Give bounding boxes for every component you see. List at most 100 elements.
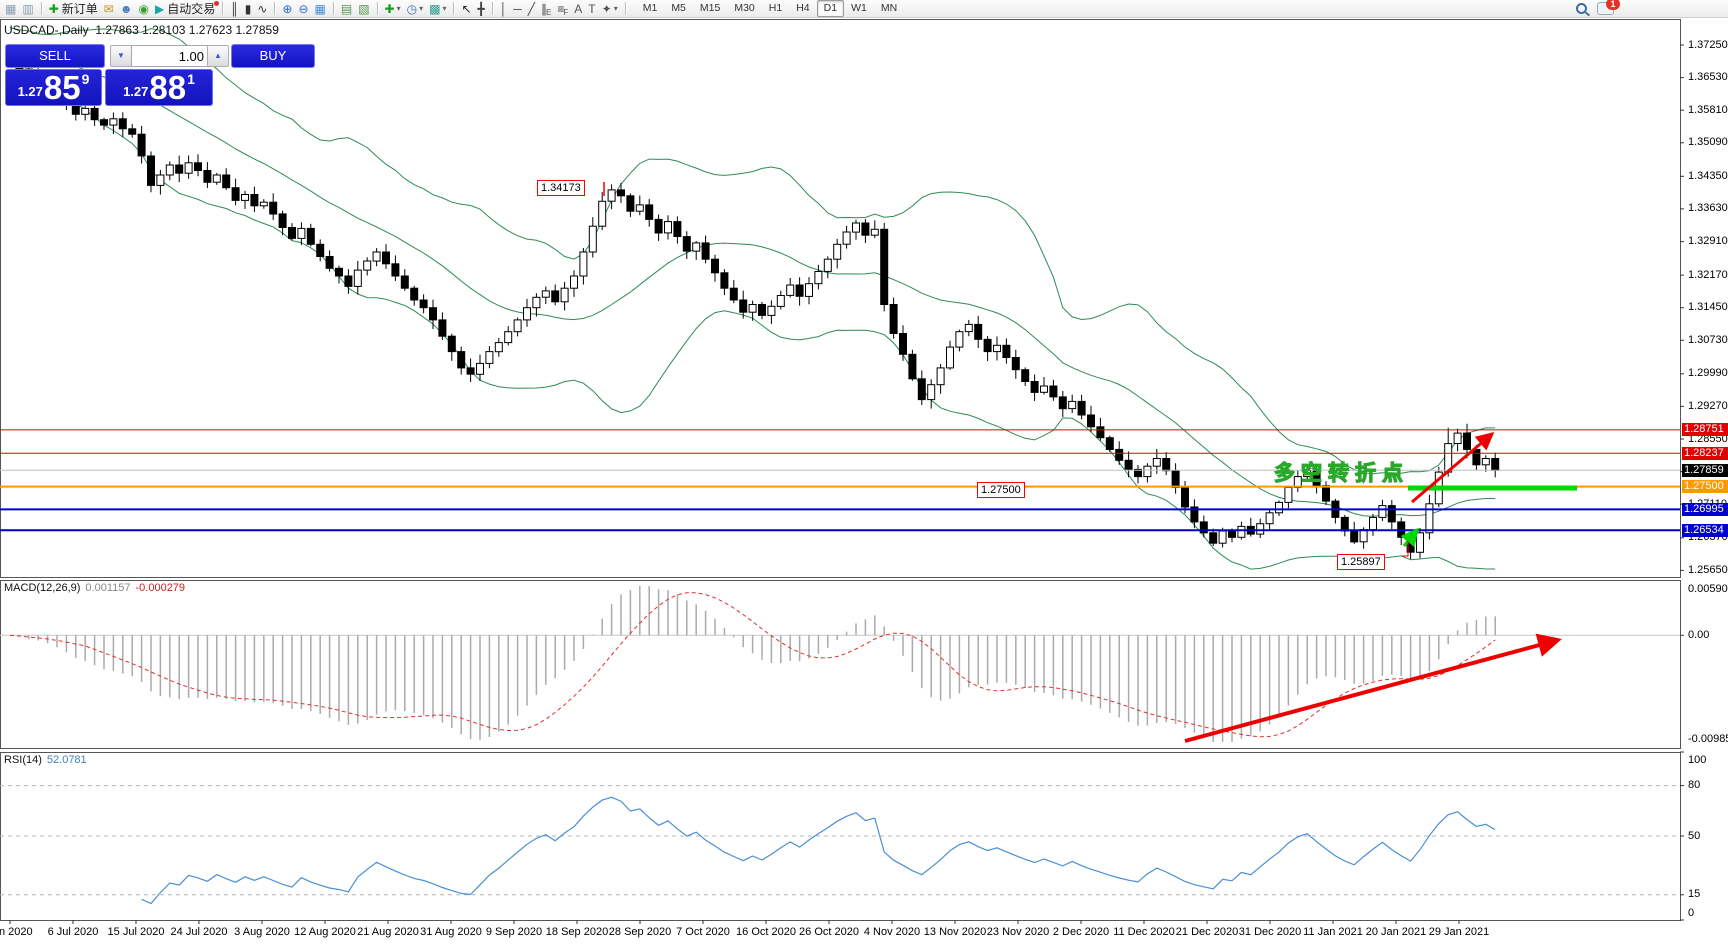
period-button[interactable]: ◷ ▾ — [406, 1, 424, 16]
candle — [1096, 426, 1105, 439]
timeframe-m5-button[interactable]: M5 — [671, 2, 686, 14]
volume-input[interactable] — [131, 45, 209, 67]
vertical-line-button[interactable]: │ — [497, 1, 511, 17]
chart-window-button[interactable]: ▦ — [2, 1, 19, 17]
candle — [1152, 458, 1161, 467]
candle — [946, 346, 954, 369]
template-button[interactable]: ▩ ▾ — [429, 1, 447, 16]
candlestick-chart-button[interactable]: ▮ — [242, 1, 255, 17]
candle — [1011, 357, 1020, 371]
cursor-icon: ↖ — [461, 1, 472, 16]
candle — [899, 333, 907, 355]
volume-decrease-button[interactable]: ▼ — [110, 45, 132, 67]
timeframe-h4-button[interactable]: H4 — [796, 2, 810, 14]
autotrading-label: 自动交易 — [167, 2, 216, 16]
timeframe-m1-button[interactable]: M1 — [642, 2, 658, 14]
turning-point-note[interactable]: 多空转折点 — [1273, 461, 1409, 485]
candle — [823, 258, 832, 272]
candle — [673, 221, 682, 238]
candle — [523, 307, 531, 321]
candle — [739, 299, 748, 313]
price-annotation-low[interactable]: 1.25897 — [1337, 554, 1385, 570]
candle — [137, 133, 146, 157]
candle — [842, 231, 851, 245]
candle — [1181, 487, 1189, 508]
cursor-button[interactable]: ↖ — [458, 1, 474, 17]
rsi-indicator-label: RSI(14) 52.0781 — [4, 754, 87, 766]
new-chart-icon: ✚ — [384, 1, 395, 16]
candle — [1021, 369, 1030, 383]
zoom-out-button[interactable]: ⊖ — [295, 1, 311, 17]
buy-button[interactable]: BUY — [231, 44, 315, 68]
fibonacci-button[interactable]: ≡ F — [557, 1, 569, 17]
candle — [1265, 512, 1274, 525]
candle — [1472, 448, 1481, 466]
objects-list-button[interactable]: ▧ — [355, 1, 372, 17]
trendline-button[interactable]: ╱ — [525, 1, 538, 17]
sell-button[interactable]: SELL — [5, 44, 105, 68]
volume-increase-button[interactable]: ▲ — [207, 45, 229, 67]
candle — [1190, 506, 1199, 523]
candle — [964, 323, 973, 333]
bar-chart-button[interactable]: ║ — [227, 1, 242, 17]
text-button[interactable]: A — [571, 1, 585, 17]
buy-price-display[interactable]: 1.27 88 1 — [105, 69, 213, 106]
candle — [936, 367, 945, 386]
candle — [748, 304, 757, 313]
candle — [993, 344, 1001, 353]
candle — [269, 201, 278, 215]
bollinger-band-line — [9, 27, 1496, 475]
equidistant-channel-button[interactable]: ∥ E — [541, 1, 552, 17]
zoom-in-button[interactable]: ⊕ — [279, 1, 295, 17]
candle — [1387, 505, 1396, 523]
toolbar-separator — [274, 2, 276, 15]
new-order-label: 新订单 — [61, 2, 98, 16]
chart-window-icon: ▦ — [5, 1, 17, 16]
community-button[interactable]: ☻ — [117, 1, 136, 17]
community-icon: ☻ — [119, 1, 133, 16]
price-annotation-support[interactable]: 1.27500 — [977, 482, 1025, 498]
new-chart-button[interactable]: ✚ ▾ — [384, 1, 401, 16]
candle — [438, 319, 447, 337]
candle — [720, 272, 729, 289]
sell-price-display[interactable]: 1.27 85 9 — [5, 69, 102, 106]
toolbar-separator — [491, 2, 493, 15]
candle — [1124, 459, 1133, 470]
candle — [654, 218, 663, 234]
candle — [382, 251, 390, 265]
new-order-button[interactable]: ✚ 新订单 — [46, 1, 101, 17]
candle — [833, 243, 842, 260]
mailbox-button[interactable]: ✉ — [101, 1, 117, 17]
timeframe-m30-button[interactable]: M30 — [734, 2, 755, 14]
crosshair-button[interactable]: ╋ — [475, 1, 488, 17]
candle — [1040, 385, 1048, 393]
horizontal-line-button[interactable]: ─ — [510, 1, 525, 17]
autotrading-button[interactable]: ▶ 自动交易 — [152, 0, 220, 17]
candle — [447, 335, 456, 353]
indicator-window-button[interactable]: ▤ — [338, 1, 355, 17]
candle — [1218, 530, 1227, 544]
price-annotation-peak[interactable]: 1.34173 — [537, 180, 585, 196]
crosshair-icon: ╋ — [477, 1, 485, 16]
candle — [579, 251, 588, 277]
timeframe-h1-button[interactable]: H1 — [768, 2, 783, 14]
data-window-button[interactable]: ▥ — [19, 1, 36, 17]
candle — [1049, 385, 1058, 398]
timeframe-mn-button[interactable]: MN — [880, 2, 898, 14]
search-icon[interactable] — [1576, 3, 1587, 14]
trend-arrow — [1411, 432, 1495, 504]
notifications-icon[interactable]: 1 — [1597, 0, 1620, 15]
candle — [1228, 530, 1236, 538]
signals-button[interactable]: ◉ — [135, 1, 151, 17]
candle — [560, 287, 569, 303]
text-label-button[interactable]: T — [585, 1, 598, 17]
arrows-button[interactable]: ✦ ▾ — [601, 1, 618, 16]
main-toolbar: ▦ ▥ ✚ 新订单 ✉ ☻ ◉ ▶ 自动交易 ║ ▮ ∿ ⊕ ⊖ ▦ ▤ ▧ ✚ ▾ ◷ ▾ ▩ ▾ ↖ ╋ │ ─ ╱ ∥ E ≡ F A T ✦… — [0, 0, 1728, 18]
candle — [598, 200, 607, 227]
candle — [645, 204, 654, 220]
line-chart-button[interactable]: ∿ — [254, 1, 270, 17]
timeframe-w1-button[interactable]: W1 — [851, 2, 867, 14]
tile-windows-button[interactable]: ▦ — [312, 1, 329, 17]
timeframe-d1-button[interactable]: D1 — [816, 0, 845, 17]
timeframe-m15-button[interactable]: M15 — [699, 2, 721, 14]
